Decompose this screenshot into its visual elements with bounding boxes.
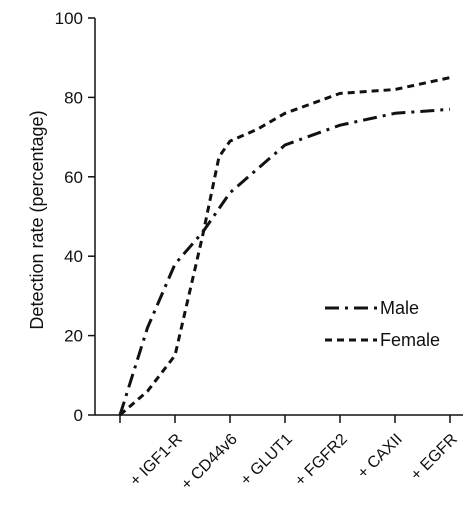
legend-label-female: Female: [380, 330, 440, 350]
y-tick-label: 20: [64, 327, 83, 346]
legend-label-male: Male: [380, 298, 419, 318]
x-tick-label: + FGFR2: [292, 431, 351, 490]
series-line-male: [120, 109, 450, 415]
x-tick-label: + GLUT1: [238, 431, 296, 489]
y-tick-label: 100: [55, 9, 83, 28]
series-layer: [120, 78, 450, 415]
x-tick-label: + CAXII: [355, 431, 406, 482]
y-axis-label: Detection rate (percentage): [27, 110, 47, 329]
y-axis: 0 20 40 60 80 100: [55, 9, 95, 425]
y-tick-label: 60: [64, 168, 83, 187]
x-tick-label: + EGFR: [408, 431, 461, 484]
x-axis: + IGF1-R+ CD44v6+ GLUT1+ FGFR2 + CAXII + E…: [95, 415, 463, 493]
y-tick-label: 80: [64, 88, 83, 107]
x-tick-label: + IGF1-R: [127, 431, 186, 490]
x-tick-label: + CD44v6: [178, 431, 241, 494]
y-tick-label: 40: [64, 247, 83, 266]
y-tick-label: 0: [74, 406, 83, 425]
series-line-female: [120, 78, 450, 415]
legend: Male Female: [325, 298, 440, 350]
